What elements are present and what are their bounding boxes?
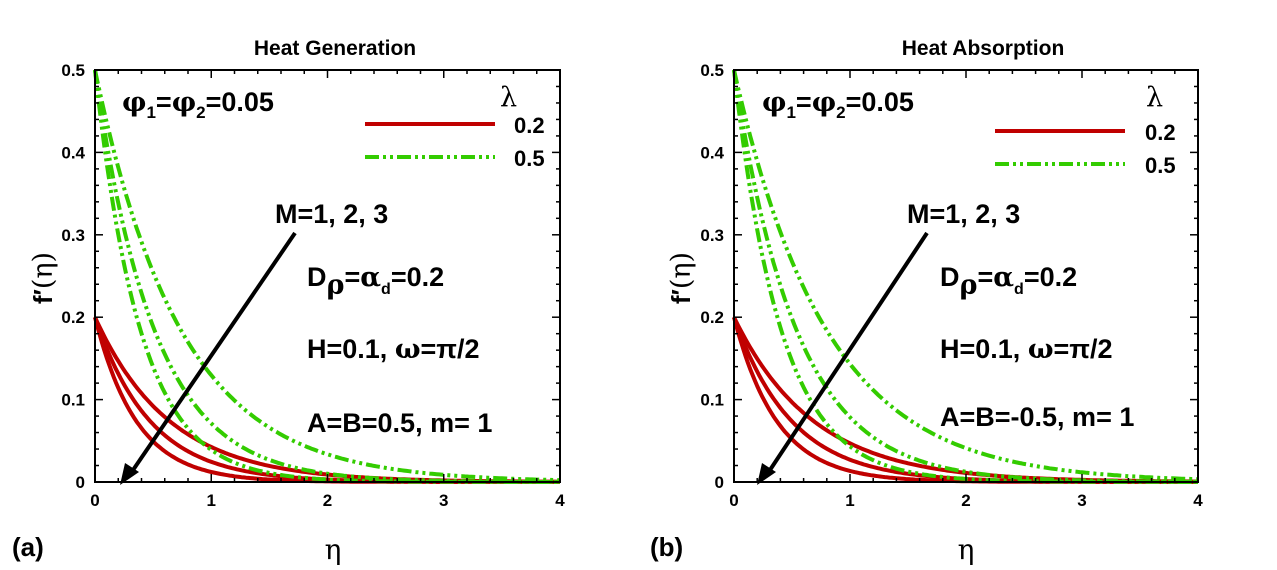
panel-b-title: Heat Absorption [902, 37, 1065, 60]
panel-a-legend-label-0-2: 0.2 [514, 113, 545, 138]
x-tick-label: 1 [207, 491, 216, 510]
y-label-eta: (η) [666, 252, 697, 289]
h-value: H=0.1, [307, 334, 395, 364]
h-value: H=0.1, [940, 334, 1028, 364]
panel-a-legend-title: λ [500, 82, 517, 113]
phi-symbol-2: φ [812, 87, 836, 118]
d-value: =0.2 [1024, 262, 1077, 292]
x-tick-label: 2 [961, 491, 970, 510]
x-tick-label: 1 [845, 491, 854, 510]
series-line-0-5-3 [732, 69, 1198, 482]
phi-value: =0.05 [846, 87, 914, 117]
x-tick-label: 4 [1193, 491, 1203, 510]
y-tick-label: 0.1 [700, 391, 724, 410]
panel-a-h-label: H=0.1, ω=π/2 [307, 334, 480, 365]
y-tick-label: 0.3 [700, 226, 724, 245]
y-tick-label: 0.4 [61, 143, 85, 162]
y-tick-label: 0.5 [700, 61, 724, 80]
y-tick-label: 0.4 [700, 143, 724, 162]
panel-b-frame [733, 69, 1199, 483]
phi-sub-2: 2 [196, 103, 205, 122]
x-tick-label: 2 [323, 491, 332, 510]
y-tick-label: 0 [76, 473, 85, 492]
d-symbol: D [940, 262, 960, 292]
d-value: =0.2 [391, 262, 444, 292]
rho-sub: ρ [960, 270, 978, 301]
panel-a-d-label: Dρ=αd=0.2 [307, 262, 444, 301]
y-tick-label: 0.5 [61, 61, 85, 80]
rho-sub: ρ [327, 270, 345, 301]
x-tick-label: 0 [90, 491, 99, 510]
d-eq: = [344, 262, 360, 292]
alpha-sub: d [381, 281, 391, 298]
x-tick-label: 4 [555, 491, 565, 510]
panel-b-legend-title: λ [1146, 82, 1163, 113]
panel-b-arrow-shaft [766, 231, 929, 475]
panel-b-legend-label-0-5: 0.5 [1145, 153, 1176, 178]
phi-symbol: φ [122, 87, 146, 118]
series-line-0-5-4 [93, 69, 560, 484]
panel-a-title: Heat Generation [254, 37, 416, 60]
y-label-f: f [666, 295, 696, 304]
omega-symbol: ω [395, 334, 421, 365]
alpha-symbol: α [993, 262, 1014, 293]
panel-a-arrow-label: M=1, 2, 3 [275, 199, 388, 229]
y-label-f: f [28, 295, 58, 304]
panel-b: Heat Absorption 0 1 2 3 400.10.20.30.40.5 φ1… [650, 37, 1203, 566]
y-tick-label: 0.2 [61, 308, 85, 327]
y-label-prime: ′ [28, 289, 58, 295]
panel-a-label: (a) [12, 532, 44, 562]
x-tick-label: 3 [439, 491, 448, 510]
phi-eq: = [156, 87, 172, 117]
panel-a-arrow-head [120, 463, 139, 485]
panel-a-y-axis-label: f′(η) [28, 252, 59, 304]
x-tick-label: 3 [1077, 491, 1086, 510]
panel-a-ticks: 0 1 2 3 4 0 0.1 0.2 0.3 0.4 0.5 [61, 61, 565, 510]
panel-a-legend-label-0-5: 0.5 [514, 146, 545, 171]
phi-sub-1: 1 [146, 103, 155, 122]
panel-a: Heat Generation 0 1 2 3 400.10.20.30.40.5 φ1… [12, 37, 565, 566]
panel-b-legend-label-0-2: 0.2 [1145, 120, 1176, 145]
alpha-symbol: α [360, 262, 381, 293]
y-label-eta: (η) [28, 252, 59, 289]
panel-a-frame [94, 69, 561, 483]
y-tick-label: 0.3 [61, 226, 85, 245]
omega-symbol: ω [1028, 334, 1054, 365]
phi-value: =0.05 [206, 87, 274, 117]
series-line-0-5-3 [93, 69, 560, 483]
phi-eq: = [796, 87, 812, 117]
x-tick-label: 0 [729, 491, 738, 510]
phi-sub-1: 1 [786, 103, 795, 122]
alpha-sub: d [1014, 281, 1024, 298]
panel-a-ab-label: A=B=0.5, m= 1 [307, 408, 492, 438]
panel-b-arrow-label: M=1, 2, 3 [907, 199, 1020, 229]
omega-value: =π/2 [421, 334, 480, 364]
panel-b-ab-label: A=B=-0.5, m= 1 [940, 402, 1134, 432]
phi-sub-2: 2 [836, 103, 845, 122]
phi-symbol-2: φ [172, 87, 196, 118]
panel-b-label: (b) [650, 532, 683, 562]
panel-b-h-label: H=0.1, ω=π/2 [940, 334, 1113, 365]
panel-a-phi-label: φ1=φ2=0.05 [122, 87, 274, 122]
y-tick-label: 0 [715, 473, 724, 492]
panel-b-y-axis-label: f′(η) [666, 252, 697, 304]
phi-symbol: φ [762, 87, 786, 118]
panel-b-d-label: Dρ=αd=0.2 [940, 262, 1077, 301]
y-label-prime: ′ [666, 289, 696, 295]
y-tick-label: 0.1 [61, 391, 85, 410]
panel-a-x-axis-label: η [325, 533, 342, 566]
panel-b-x-axis-label: η [958, 533, 975, 566]
panel-b-phi-label: φ1=φ2=0.05 [762, 87, 914, 122]
d-symbol: D [307, 262, 327, 292]
d-eq: = [977, 262, 993, 292]
panel-b-arrow-head [757, 463, 776, 485]
panel-a-arrow-shaft [129, 231, 297, 475]
y-tick-label: 0.2 [700, 308, 724, 327]
omega-value: =π/2 [1054, 334, 1113, 364]
